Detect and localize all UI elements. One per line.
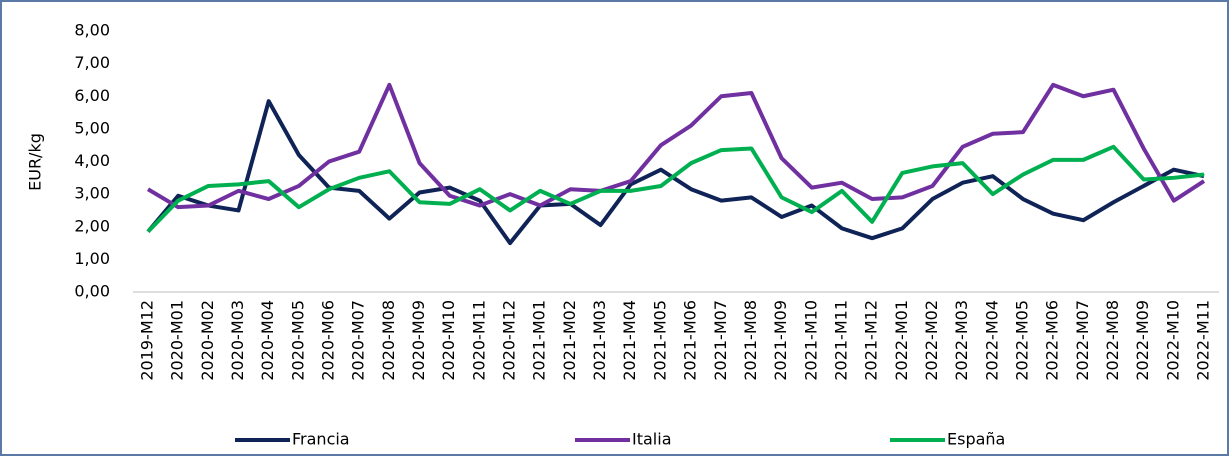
x-tick-label: 2022-M07 xyxy=(1073,300,1092,381)
x-tick-label: 2020-M10 xyxy=(439,300,458,381)
x-tick-label: 2022-M11 xyxy=(1194,300,1213,381)
x-tick-label: 2021-M11 xyxy=(831,300,850,381)
x-tick-label: 2021-M04 xyxy=(620,300,639,381)
x-tick-label: 2020-M01 xyxy=(168,300,187,381)
x-tick-label: 2022-M04 xyxy=(982,300,1001,381)
x-tick-label: 2019-M12 xyxy=(138,300,157,381)
x-tick-label: 2020-M07 xyxy=(349,300,368,381)
y-tick-label: 2,00 xyxy=(74,216,110,235)
legend-label: Italia xyxy=(632,430,672,449)
y-axis-label: EUR/kg xyxy=(26,133,45,191)
line-series xyxy=(146,144,1205,234)
x-tick-label: 2021-M07 xyxy=(711,300,730,381)
x-tick-label: 2022-M10 xyxy=(1163,300,1182,381)
line-series xyxy=(146,82,1206,210)
x-tick-label: 2020-M03 xyxy=(228,300,247,381)
x-tick-label: 2022-M01 xyxy=(892,300,911,381)
x-tick-label: 2022-M02 xyxy=(922,300,941,381)
x-tick-label: 2022-M08 xyxy=(1103,300,1122,381)
x-tick-label: 2021-M01 xyxy=(530,300,549,381)
x-tick-label: 2021-M12 xyxy=(862,300,881,381)
x-tick-label: 2021-M10 xyxy=(801,300,820,381)
y-tick-label: 5,00 xyxy=(74,118,110,137)
y-tick-label: 4,00 xyxy=(74,151,110,170)
y-tick-label: 8,00 xyxy=(74,21,110,40)
x-tick-label: 2020-M12 xyxy=(500,300,519,381)
x-tick-label: 2022-M09 xyxy=(1133,300,1152,381)
x-tick-label: 2022-M03 xyxy=(952,300,971,381)
x-tick-label: 2021-M09 xyxy=(771,300,790,381)
x-tick-label: 2020-M11 xyxy=(469,300,488,381)
x-tick-label: 2020-M08 xyxy=(379,300,398,381)
y-tick-label: 0,00 xyxy=(74,282,110,301)
x-tick-label: 2021-M02 xyxy=(560,300,579,381)
legend-label: Francia xyxy=(292,430,350,449)
x-tick-label: 2020-M06 xyxy=(319,300,338,381)
x-tick-label: 2022-M05 xyxy=(1012,300,1031,381)
y-tick-label: 7,00 xyxy=(74,53,110,72)
x-tick-label: 2020-M04 xyxy=(258,300,277,381)
x-tick-label: 2020-M09 xyxy=(409,300,428,381)
x-tick-label: 2021-M06 xyxy=(681,300,700,381)
x-tick-label: 2021-M03 xyxy=(590,300,609,381)
y-tick-label: 1,00 xyxy=(74,249,110,268)
line-series xyxy=(146,99,1205,246)
x-tick-label: 2020-M05 xyxy=(288,300,307,381)
legend-label: España xyxy=(947,430,1005,449)
y-tick-label: 6,00 xyxy=(74,86,110,105)
x-tick-label: 2022-M06 xyxy=(1043,300,1062,381)
x-tick-label: 2021-M05 xyxy=(650,300,669,381)
x-tick-label: 2021-M08 xyxy=(741,300,760,381)
x-tick-label: 2020-M02 xyxy=(198,300,217,381)
y-tick-label: 3,00 xyxy=(74,184,110,203)
